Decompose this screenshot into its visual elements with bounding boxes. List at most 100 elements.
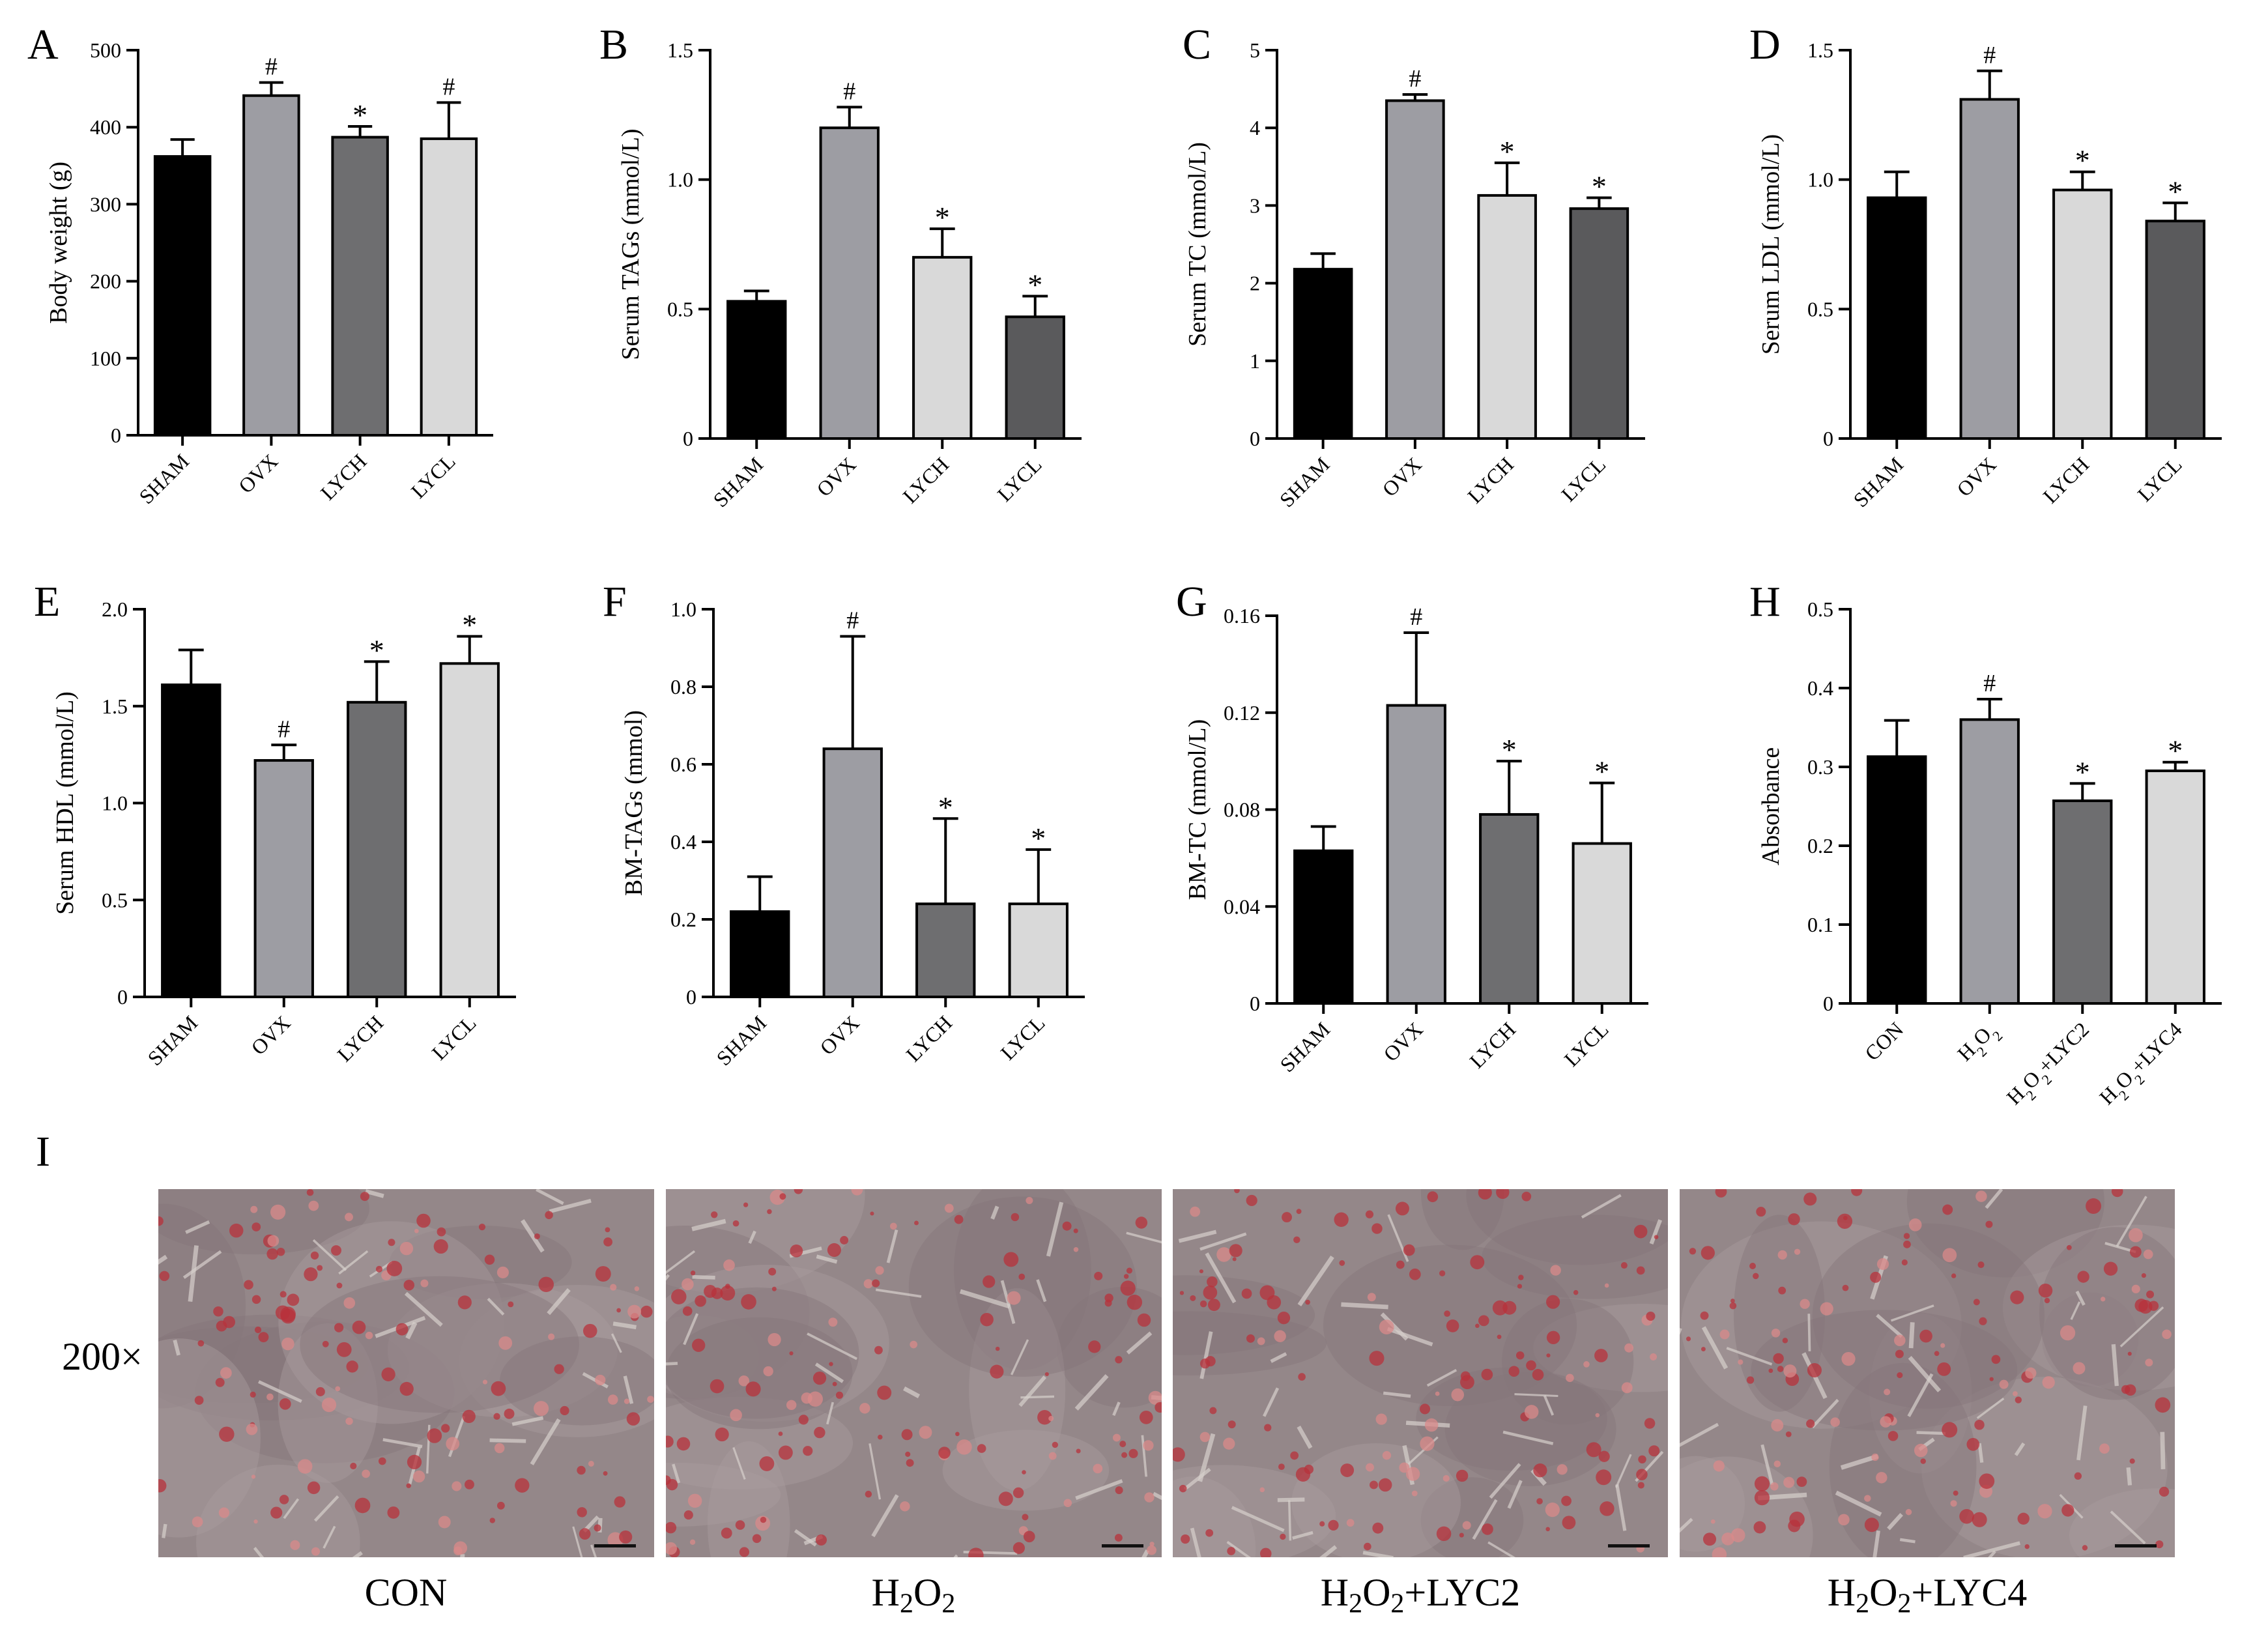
x-tick-label: LYCH xyxy=(316,449,371,504)
y-tick-label: 1.5 xyxy=(667,38,693,62)
x-tick-label: SHAM xyxy=(1275,452,1334,511)
x-tick-label: H2O2+LYC4 xyxy=(2095,1017,2191,1114)
y-tick-label: 5 xyxy=(1250,38,1260,62)
panel-letter: H xyxy=(1749,578,1781,626)
bar xyxy=(420,137,478,437)
micrograph-image xyxy=(158,1189,654,1557)
y-axis-label: Serum TC (mmol/L) xyxy=(1184,142,1211,347)
chart-panel-d: D 0 0.5 1.0 1.5 Serum LDL (mmol/L) SHAM # OVX * LY… xyxy=(1749,21,2222,511)
chart-panel-g: G 0 0.04 0.08 0.12 0.16 BM-TC (mmol/L) SHAM # OVX… xyxy=(1176,578,1648,1076)
x-tick-label: LYCL xyxy=(2132,452,2186,506)
significance-mark: # xyxy=(265,53,278,81)
y-tick-label: 0 xyxy=(1823,992,1833,1015)
x-tick-label: LYCH xyxy=(2038,452,2093,508)
y-tick-label: 1.0 xyxy=(102,792,128,815)
significance-mark: * xyxy=(1592,169,1607,203)
y-tick-label: 100 xyxy=(90,347,121,370)
bar xyxy=(915,902,976,998)
bar xyxy=(1959,718,2020,1005)
x-tick-label: SHAM xyxy=(143,1011,202,1070)
y-tick-label: 300 xyxy=(90,192,121,216)
panel-letter: C xyxy=(1183,21,1211,68)
significance-mark: # xyxy=(442,73,455,100)
caption-h2o2-lyc4: H2O2+LYC4 xyxy=(1827,1571,2028,1619)
y-tick-label: 4 xyxy=(1250,116,1260,139)
significance-mark: # xyxy=(1410,603,1422,631)
y-tick-label: 0.12 xyxy=(1224,701,1260,725)
y-tick-label: 0.16 xyxy=(1224,604,1260,627)
y-tick-label: 1 xyxy=(1250,349,1260,373)
caption-h2o2: H2O2 xyxy=(871,1571,956,1619)
caption-con: CON xyxy=(364,1571,448,1614)
significance-mark: * xyxy=(938,790,953,824)
bar xyxy=(1572,842,1632,1005)
x-tick-label: LYCH xyxy=(898,452,953,508)
bar xyxy=(1293,268,1353,440)
y-tick-label: 3 xyxy=(1250,194,1260,217)
y-tick-label: 0 xyxy=(683,427,693,450)
x-tick-label: LYCL xyxy=(1557,452,1610,506)
bar xyxy=(2145,220,2205,440)
x-tick-label: SHAM xyxy=(1275,1017,1334,1076)
y-tick-label: 1.0 xyxy=(670,597,696,621)
significance-mark: * xyxy=(2168,175,2183,208)
bar xyxy=(1005,315,1065,440)
y-tick-label: 0 xyxy=(1250,992,1260,1015)
x-tick-label: LYCH xyxy=(901,1011,956,1066)
y-tick-label: 0.5 xyxy=(1807,597,1833,621)
x-tick-label: LYCH xyxy=(332,1011,388,1066)
x-tick-label: SHAM xyxy=(134,449,194,508)
micrograph-image xyxy=(666,1189,1162,1557)
bar xyxy=(1477,194,1537,440)
significance-mark: * xyxy=(935,201,950,234)
x-tick-label: LYCH xyxy=(1463,452,1518,508)
bar xyxy=(153,155,212,437)
significance-mark: # xyxy=(846,607,859,635)
y-tick-label: 500 xyxy=(90,38,121,62)
y-tick-label: 0.2 xyxy=(1807,834,1833,857)
x-tick-label: OVX xyxy=(246,1011,294,1059)
bar xyxy=(1867,196,1927,440)
micrograph-h2o2 xyxy=(666,1189,1162,1557)
y-tick-label: 0 xyxy=(1250,427,1260,450)
micrograph-h2o2-lyc2 xyxy=(1173,1189,1668,1557)
bar xyxy=(730,910,790,998)
x-tick-label: CON xyxy=(1860,1017,1908,1065)
micrograph-h2o2-lyc4 xyxy=(1680,1189,2175,1557)
x-tick-label: OVX xyxy=(1377,452,1426,500)
bar xyxy=(347,700,407,999)
y-tick-label: 2.0 xyxy=(102,597,128,621)
caption-h2o2-lyc2: H2O2+LYC2 xyxy=(1320,1571,1521,1619)
y-axis-label: Serum HDL (mmol/L) xyxy=(51,691,79,915)
significance-mark: # xyxy=(843,78,855,105)
significance-mark: * xyxy=(369,633,384,667)
panel-letter: E xyxy=(34,578,60,626)
panel-letter: G xyxy=(1176,578,1207,626)
y-tick-label: 0.5 xyxy=(667,297,693,321)
x-tick-label: SHAM xyxy=(1848,452,1908,511)
significance-mark: * xyxy=(1031,822,1046,855)
panel-letter: F xyxy=(603,578,627,626)
bar xyxy=(439,662,500,998)
bar xyxy=(2052,799,2113,1005)
y-axis-label: Serum LDL (mmol/L) xyxy=(1757,134,1785,354)
bar xyxy=(819,126,880,440)
y-tick-label: 1.0 xyxy=(1807,168,1833,192)
x-tick-label: OVX xyxy=(234,449,282,497)
bar xyxy=(726,300,787,440)
significance-mark: # xyxy=(1983,670,1996,697)
y-tick-label: 0.2 xyxy=(670,908,696,931)
x-tick-label: LYCH xyxy=(1465,1017,1520,1072)
y-tick-label: 0.5 xyxy=(102,888,128,912)
x-tick-label: OVX xyxy=(1952,452,2000,500)
bar xyxy=(242,94,300,437)
y-axis-label: Serum TAGs (mmol/L) xyxy=(617,128,644,360)
x-tick-label: LYCL xyxy=(407,449,460,502)
x-tick-label: OVX xyxy=(812,452,860,500)
bar xyxy=(1008,902,1069,998)
y-tick-label: 0.08 xyxy=(1224,798,1260,822)
x-tick-label: LYCL xyxy=(427,1011,480,1064)
y-tick-label: 1.5 xyxy=(102,695,128,718)
y-tick-label: 0.8 xyxy=(670,675,696,698)
